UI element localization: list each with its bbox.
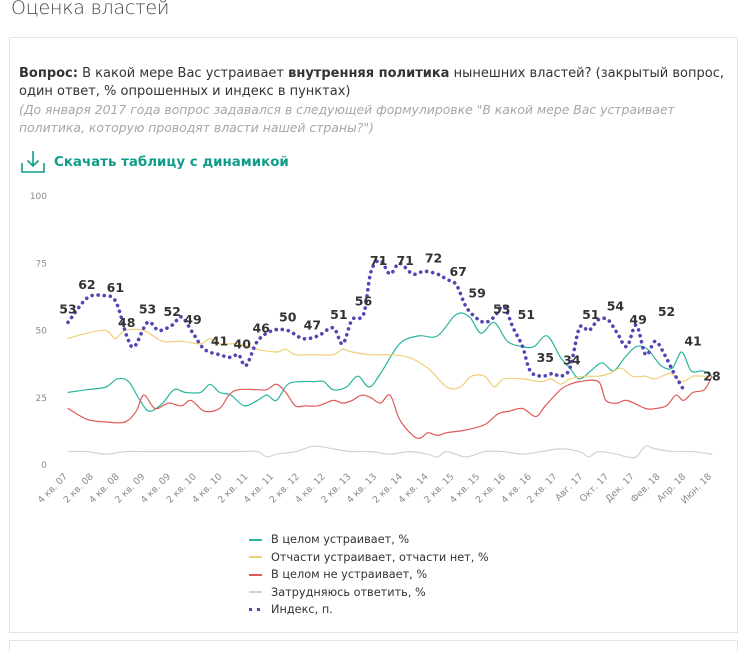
legend-label: Отчасти устраивает, отчасти нет, % [271,550,489,564]
legend-swatch [249,591,262,594]
index-data-label: 35 [537,350,554,365]
legend-swatch [249,556,262,559]
series-line-1 [67,328,713,390]
question-text-after: нынешних властей? (закрытый вопрос, один… [19,66,724,99]
index-data-label: 40 [234,336,252,351]
series-line-3 [67,445,713,459]
index-data-label: 41 [684,334,701,349]
index-data-label: 61 [107,280,124,295]
page-title: Оценка властей [11,0,170,19]
index-data-label: 28 [703,369,720,384]
legend-label: В целом не устраивает, % [271,568,428,582]
index-data-label: 67 [449,264,466,279]
index-data-label: 71 [370,253,387,268]
index-data-label: 50 [279,310,297,325]
index-data-label: 51 [582,307,599,322]
index-data-label: 53 [59,301,76,316]
legend-item[interactable]: Затрудняюсь ответить, % [249,584,489,602]
series-line-0 [67,312,713,412]
legend-swatch [249,573,262,576]
legend-item[interactable]: В целом не устраивает, % [249,566,489,584]
legend-item[interactable]: Отчасти устраивает, отчасти нет, % [249,549,489,567]
y-tick-label: 100 [30,192,47,202]
legend-item[interactable]: В целом устраивает, % [249,531,489,549]
legend-label: Индекс, п. [271,603,333,617]
index-data-label: 59 [468,285,485,300]
chart-card [9,37,738,633]
question-text-before: В какой мере Вас устраивает [77,66,289,81]
index-data-label: 51 [518,307,535,322]
index-data-label: 53 [139,301,156,316]
index-data-label: 71 [396,253,413,268]
y-tick-label: 75 [36,259,47,269]
legend-swatch [249,608,260,612]
question-note: (До января 2017 года вопрос задавался в … [19,102,675,135]
series-line-2 [67,375,713,439]
index-data-label: 54 [607,299,625,314]
download-icon [21,151,45,173]
series-lines [66,258,713,459]
index-data-label: 48 [118,315,135,330]
index-data-label: 49 [629,312,646,327]
index-data-label: 46 [252,320,270,335]
legend-swatch [249,538,262,541]
y-tick-label: 25 [36,394,47,404]
index-data-label: 52 [658,304,675,319]
legend-label: В целом устраивает, % [271,533,410,547]
question-prefix: Вопрос: [19,66,78,81]
index-data-label: 34 [563,353,581,368]
index-data-label: 41 [211,334,228,349]
download-table-link[interactable]: Скачать таблицу с динамикой [20,149,289,175]
y-tick-label: 50 [36,327,48,337]
next-card-edge [9,640,738,651]
question-text: Вопрос: В какой мере Вас устраивает внут… [19,65,734,101]
series-line-4 [66,258,686,392]
legend-item[interactable]: Индекс, п. [249,601,489,619]
download-label: Скачать таблицу с динамикой [54,154,289,170]
index-data-label: 52 [163,304,180,319]
index-data-label: 53 [493,301,510,316]
legend-label: Затрудняюсь ответить, % [271,585,426,599]
index-data-label: 47 [304,318,321,333]
question-bold-text: внутренняя политика [288,66,450,81]
y-tick-label: 0 [41,461,47,471]
index-data-label: 51 [330,307,347,322]
chart-legend: В целом устраивает, % Отчасти устраивает,… [249,531,489,619]
index-data-label: 62 [78,277,95,292]
index-data-label: 56 [355,293,373,308]
y-axis: 0 25 50 75 100 [30,192,47,471]
index-data-label: 72 [425,250,442,265]
x-axis: 4 кв. 072 кв. 084 кв. 082 кв. 094 кв. 09… [36,471,715,506]
index-data-label: 49 [184,312,201,327]
